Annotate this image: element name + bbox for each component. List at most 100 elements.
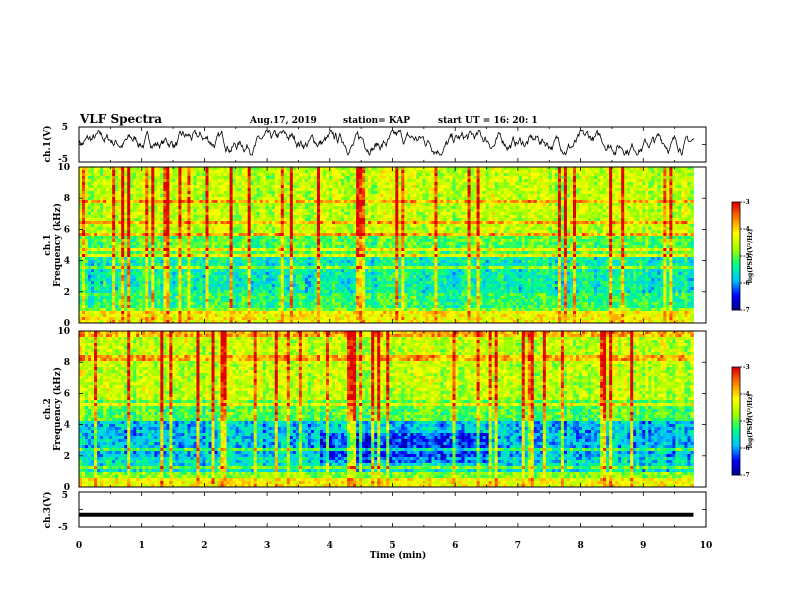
spectrogram-cell	[618, 209, 621, 212]
spectrogram-cell	[443, 182, 446, 185]
spectrogram-cell	[103, 212, 106, 215]
spectrogram-cell	[109, 218, 112, 221]
spectrogram-cell	[206, 197, 209, 200]
spectrogram-cell	[486, 194, 489, 197]
spectrogram-cell	[546, 176, 549, 179]
spectrogram-cell	[206, 215, 209, 218]
spectrogram-cell	[284, 203, 287, 206]
spectrogram-cell	[103, 221, 106, 224]
spectrogram-cell	[365, 209, 368, 212]
spectrogram-cell	[91, 233, 94, 236]
spectrogram-cell	[630, 206, 633, 209]
spectrogram-cell	[552, 215, 555, 218]
spectrogram-cell	[449, 203, 452, 206]
spectrogram-cell	[603, 206, 606, 209]
spectrogram-cell	[657, 191, 660, 194]
spectrogram-cell	[681, 176, 684, 179]
spectrogram-cell	[212, 170, 215, 173]
spectrogram-cell	[449, 218, 452, 221]
spectrogram-cell	[516, 173, 519, 176]
spectrogram-cell	[437, 182, 440, 185]
spectrogram-cell	[410, 236, 413, 239]
spectrogram-cell	[166, 221, 169, 224]
spectrogram-cell	[681, 203, 684, 206]
spectrogram-cell	[471, 185, 474, 188]
spectrogram-cell	[507, 218, 510, 221]
spectrogram-cell	[606, 203, 609, 206]
spectrogram-cell	[678, 179, 681, 182]
spectrogram-cell	[453, 233, 456, 236]
spectrogram-cell	[139, 203, 142, 206]
spectrogram-cell	[531, 194, 534, 197]
spectrogram-cell	[172, 221, 175, 224]
spectrogram-cell	[537, 170, 540, 173]
spectrogram-cell	[353, 188, 356, 191]
spectrogram-cell	[504, 167, 507, 170]
spectrogram-cell	[79, 176, 82, 179]
spectrogram-cell	[163, 173, 166, 176]
spectrogram-cell	[576, 227, 579, 230]
spectrogram-cell	[648, 218, 651, 221]
spectrogram-cell	[311, 197, 314, 200]
spectrogram-cell	[651, 224, 654, 227]
spectrogram-cell	[371, 194, 374, 197]
spectrogram-cell	[254, 191, 257, 194]
spectrogram-cell	[446, 176, 449, 179]
spectrogram-cell	[579, 233, 582, 236]
spectrogram-cell	[543, 221, 546, 224]
spectrogram-cell	[615, 179, 618, 182]
spectrogram-cell	[85, 224, 88, 227]
spectrogram-cell	[160, 176, 163, 179]
spectrogram-cell	[498, 167, 501, 170]
spectrogram-cell	[401, 227, 404, 230]
spectrogram-cell	[582, 194, 585, 197]
spectrogram-cell	[594, 185, 597, 188]
spectrogram-cell	[597, 227, 600, 230]
spectrogram-cell	[157, 191, 160, 194]
spectrogram-cell	[612, 212, 615, 215]
spectrogram-cell	[326, 197, 329, 200]
spectrogram-cell	[206, 221, 209, 224]
spectrogram-cell	[687, 194, 690, 197]
spectrogram-cell	[239, 182, 242, 185]
spectrogram-cell	[422, 179, 425, 182]
spectrogram-cell	[462, 179, 465, 182]
spectrogram-cell	[404, 221, 407, 224]
spectrogram-cell	[413, 176, 416, 179]
spectrogram-cell	[230, 227, 233, 230]
spectrogram-cell	[136, 221, 139, 224]
spectrogram-cell	[233, 170, 236, 173]
spectrogram-cell	[681, 221, 684, 224]
spectrogram-cell	[480, 170, 483, 173]
spectrogram-cell	[546, 212, 549, 215]
spectrogram-cell	[275, 212, 278, 215]
spectrogram-cell	[139, 239, 142, 242]
spectrogram-cell	[672, 206, 675, 209]
spectrogram-cell	[326, 230, 329, 233]
spectrogram-cell	[281, 194, 284, 197]
spectrogram-cell	[308, 212, 311, 215]
spectrogram-cell	[648, 233, 651, 236]
spectrogram-cell	[531, 179, 534, 182]
spectrogram-cell	[639, 236, 642, 239]
spectrogram-cell	[236, 182, 239, 185]
spectrogram-cell	[85, 212, 88, 215]
spectrogram-cell	[483, 188, 486, 191]
spectrogram-cell	[233, 224, 236, 227]
spectrogram-cell	[332, 230, 335, 233]
spectrogram-cell	[326, 173, 329, 176]
spectrogram-cell	[383, 176, 386, 179]
spectrogram-cell	[477, 230, 480, 233]
spectrogram-cell	[257, 227, 260, 230]
spectrogram-cell	[227, 167, 230, 170]
spectrogram-cell	[97, 230, 100, 233]
spectrogram-cell	[431, 194, 434, 197]
spectrogram-cell	[486, 221, 489, 224]
spectrogram-cell	[618, 236, 621, 239]
spectrogram-cell	[109, 203, 112, 206]
spectrogram-cell	[266, 197, 269, 200]
spectrogram-cell	[489, 197, 492, 200]
spectrogram-cell	[82, 239, 85, 242]
spectrogram-cell	[407, 197, 410, 200]
